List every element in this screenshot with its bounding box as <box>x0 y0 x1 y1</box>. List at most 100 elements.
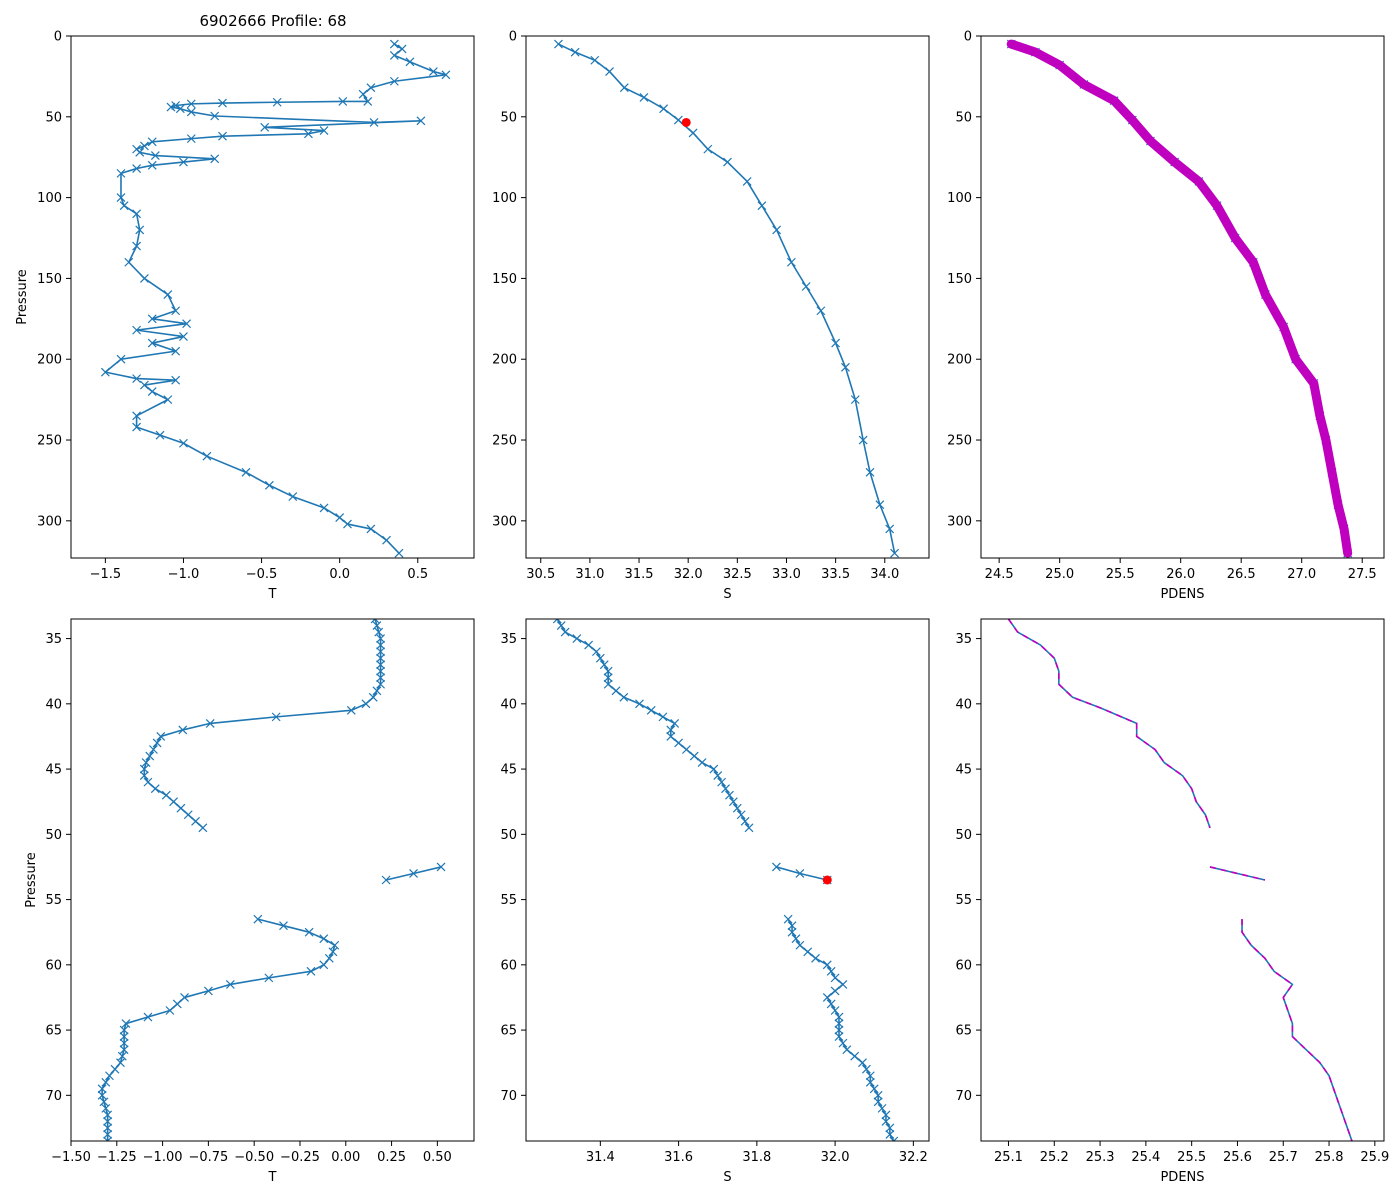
y-tick-label-PDENS-full-4: 200 <box>947 353 972 368</box>
data-point-S-zoom-0-31 <box>740 816 750 826</box>
data-point-T-zoom-0-31 <box>191 816 200 826</box>
x-tick-label-PDENS-zoom-1: 25.2 <box>1040 1150 1069 1165</box>
data-point-T-zoom-0-2 <box>374 627 384 637</box>
y-tick-label-S-full-6: 300 <box>492 514 517 529</box>
y-tick-label-T-zoom-7: 70 <box>45 1089 62 1104</box>
data-point-T-full-0-3 <box>405 57 415 67</box>
data-point-T-zoom-0-4 <box>376 640 386 650</box>
data-point-T-full-0-26 <box>147 137 157 147</box>
axes-frame-PDENS-full <box>980 35 1385 559</box>
data-point-S-zoom-0-24 <box>713 771 723 781</box>
plot-area-T-zoom <box>97 619 446 1141</box>
series-overlay-PDENS-zoom-1 <box>1209 866 1266 881</box>
data-point-T-zoom-0-14 <box>346 705 356 715</box>
data-point-T-zoom-0-27 <box>161 790 171 800</box>
data-point-S-zoom-2-27 <box>873 1090 883 1100</box>
data-point-T-zoom-1-0 <box>436 862 446 872</box>
y-tick-label-PDENS-zoom-6: 65 <box>955 1024 972 1039</box>
y-tick-label-T-zoom-6: 65 <box>45 1024 62 1039</box>
x-tick-label-S-zoom-3: 32.0 <box>821 1150 850 1165</box>
data-point-S-full-0-5 <box>639 92 649 102</box>
data-point-T-zoom-0-7 <box>376 660 386 670</box>
y-tick-label-PDENS-full-0: 0 <box>964 30 972 45</box>
data-point-T-zoom-0-24 <box>139 771 149 781</box>
data-point-T-zoom-2-15 <box>143 1012 153 1022</box>
data-point-S-zoom-1-0 <box>771 862 781 872</box>
data-point-S-zoom-2-15 <box>834 1012 844 1022</box>
x-tick-label-PDENS-full-5: 27.0 <box>1287 567 1316 582</box>
data-point-S-full-0-9 <box>703 144 713 154</box>
data-point-S-zoom-0-32 <box>744 823 754 833</box>
x-axis-label-T-zoom: T <box>268 1170 277 1185</box>
x-tick-label-PDENS-zoom-7: 25.8 <box>1315 1150 1344 1165</box>
x-tick-label-S-full-5: 33.0 <box>772 567 801 582</box>
data-point-T-full-0-34 <box>132 164 142 173</box>
data-point-S-zoom-2-16 <box>834 1019 844 1028</box>
data-point-S-zoom-0-6 <box>595 653 605 663</box>
data-point-S-full-0-14 <box>786 257 796 267</box>
series-overlay-PDENS-zoom-2 <box>1241 919 1353 1141</box>
data-point-T-zoom-0-26 <box>150 784 160 794</box>
data-point-T-zoom-0-0 <box>370 619 380 624</box>
data-point-T-full-0-53 <box>132 374 142 384</box>
data-point-T-full-0-24 <box>218 131 227 141</box>
data-point-S-zoom-0-25 <box>717 777 727 787</box>
x-tick-label-PDENS-full-2: 25.5 <box>1106 567 1135 582</box>
data-point-T-full-0-5 <box>441 70 451 80</box>
x-tick-label-PDENS-zoom-2: 25.3 <box>1086 1150 1115 1165</box>
x-tick-label-PDENS-full-1: 25.0 <box>1045 567 1074 582</box>
data-point-S-zoom-2-26 <box>869 1084 879 1094</box>
data-point-T-full-0-59 <box>132 422 142 432</box>
flagged-point-S-full-0 <box>681 117 691 127</box>
data-point-T-full-0-8 <box>358 89 368 99</box>
data-point-S-zoom-2-24 <box>865 1071 875 1081</box>
axes-frame-S-full <box>525 35 930 559</box>
data-point-T-full-0-37 <box>119 201 129 211</box>
x-axis-label-S-zoom: S <box>723 1170 731 1185</box>
data-point-T-zoom-0-11 <box>372 686 382 696</box>
data-point-S-zoom-2-32 <box>885 1123 895 1133</box>
data-point-S-zoom-2-1 <box>787 921 797 931</box>
x-tick-label-PDENS-zoom-5: 25.6 <box>1223 1150 1252 1165</box>
x-tick-label-S-full-0: 30.5 <box>526 567 555 582</box>
data-point-T-full-0-13 <box>186 99 196 109</box>
x-tick-label-T-zoom-6: 0.00 <box>331 1150 360 1165</box>
data-point-S-zoom-2-4 <box>795 940 805 950</box>
data-point-T-full-0-45 <box>147 314 157 324</box>
plot-area-S-zoom <box>552 619 899 1141</box>
data-point-T-zoom-2-18 <box>119 1032 129 1042</box>
data-point-T-full-0-4 <box>428 67 438 76</box>
data-point-T-zoom-1-2 <box>381 875 391 885</box>
x-axis-label-T-full: T <box>268 587 277 602</box>
x-tick-label-PDENS-zoom-0: 25.1 <box>994 1150 1023 1165</box>
data-point-T-zoom-0-23 <box>139 764 149 774</box>
x-tick-label-S-full-2: 31.5 <box>625 567 654 582</box>
data-point-T-full-0-17 <box>186 107 196 117</box>
data-point-T-zoom-2-7 <box>319 960 329 970</box>
y-tick-label-PDENS-full-1: 50 <box>955 110 972 125</box>
data-point-S-zoom-2-5 <box>803 947 813 957</box>
data-point-T-zoom-2-19 <box>119 1038 129 1048</box>
data-point-S-zoom-0-30 <box>736 810 746 820</box>
data-point-S-full-0-21 <box>865 467 875 477</box>
y-tick-label-T-zoom-4: 55 <box>45 893 62 908</box>
data-point-S-zoom-2-13 <box>826 999 836 1009</box>
data-point-S-full-0-3 <box>605 67 614 76</box>
data-point-T-zoom-0-3 <box>376 634 386 643</box>
y-tick-label-PDENS-zoom-3: 50 <box>955 828 972 843</box>
data-point-S-zoom-0-26 <box>721 784 730 794</box>
x-tick-label-S-zoom-4: 32.2 <box>899 1150 928 1165</box>
data-point-T-zoom-2-16 <box>121 1019 131 1028</box>
data-point-S-zoom-0-10 <box>603 679 613 689</box>
data-point-T-zoom-2-33 <box>103 1130 113 1139</box>
data-point-S-zoom-0-0 <box>552 619 562 624</box>
data-point-S-zoom-0-17 <box>666 725 676 735</box>
y-tick-label-T-full-1: 50 <box>45 110 62 125</box>
data-point-S-zoom-0-4 <box>584 640 594 650</box>
x-tick-label-T-full-0: −1.5 <box>90 567 122 582</box>
axes-frame-S-zoom <box>525 618 930 1142</box>
data-point-T-zoom-2-0 <box>253 914 263 924</box>
x-tick-label-T-zoom-5: −0.25 <box>280 1150 320 1165</box>
